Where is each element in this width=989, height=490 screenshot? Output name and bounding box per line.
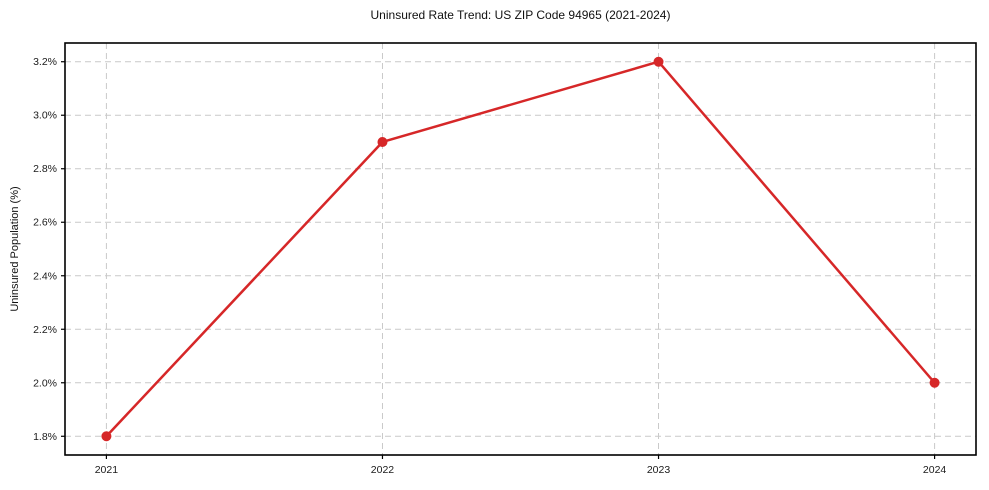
y-tick-label: 2.8% (33, 163, 57, 175)
data-point-marker (377, 136, 388, 147)
y-tick-label: 2.2% (33, 324, 57, 336)
data-point-marker (929, 377, 940, 388)
chart-title: Uninsured Rate Trend: US ZIP Code 94965 … (370, 8, 671, 22)
y-tick-label: 2.0% (33, 377, 57, 389)
y-tick-label: 2.6% (33, 217, 57, 229)
plot-border (64, 42, 977, 456)
data-point-marker (653, 56, 664, 67)
y-tick-label: 2.4% (33, 270, 57, 282)
data-point-marker (101, 431, 112, 442)
y-tick-label: 3.0% (33, 110, 57, 122)
y-tick-label: 1.8% (33, 431, 57, 443)
x-tick-label: 2022 (371, 464, 395, 476)
y-tick-label: 3.2% (33, 56, 57, 68)
x-tick-label: 2024 (923, 464, 947, 476)
trend-line (105, 60, 936, 438)
x-tick-label: 2023 (647, 464, 671, 476)
x-tick-label: 2021 (95, 464, 119, 476)
